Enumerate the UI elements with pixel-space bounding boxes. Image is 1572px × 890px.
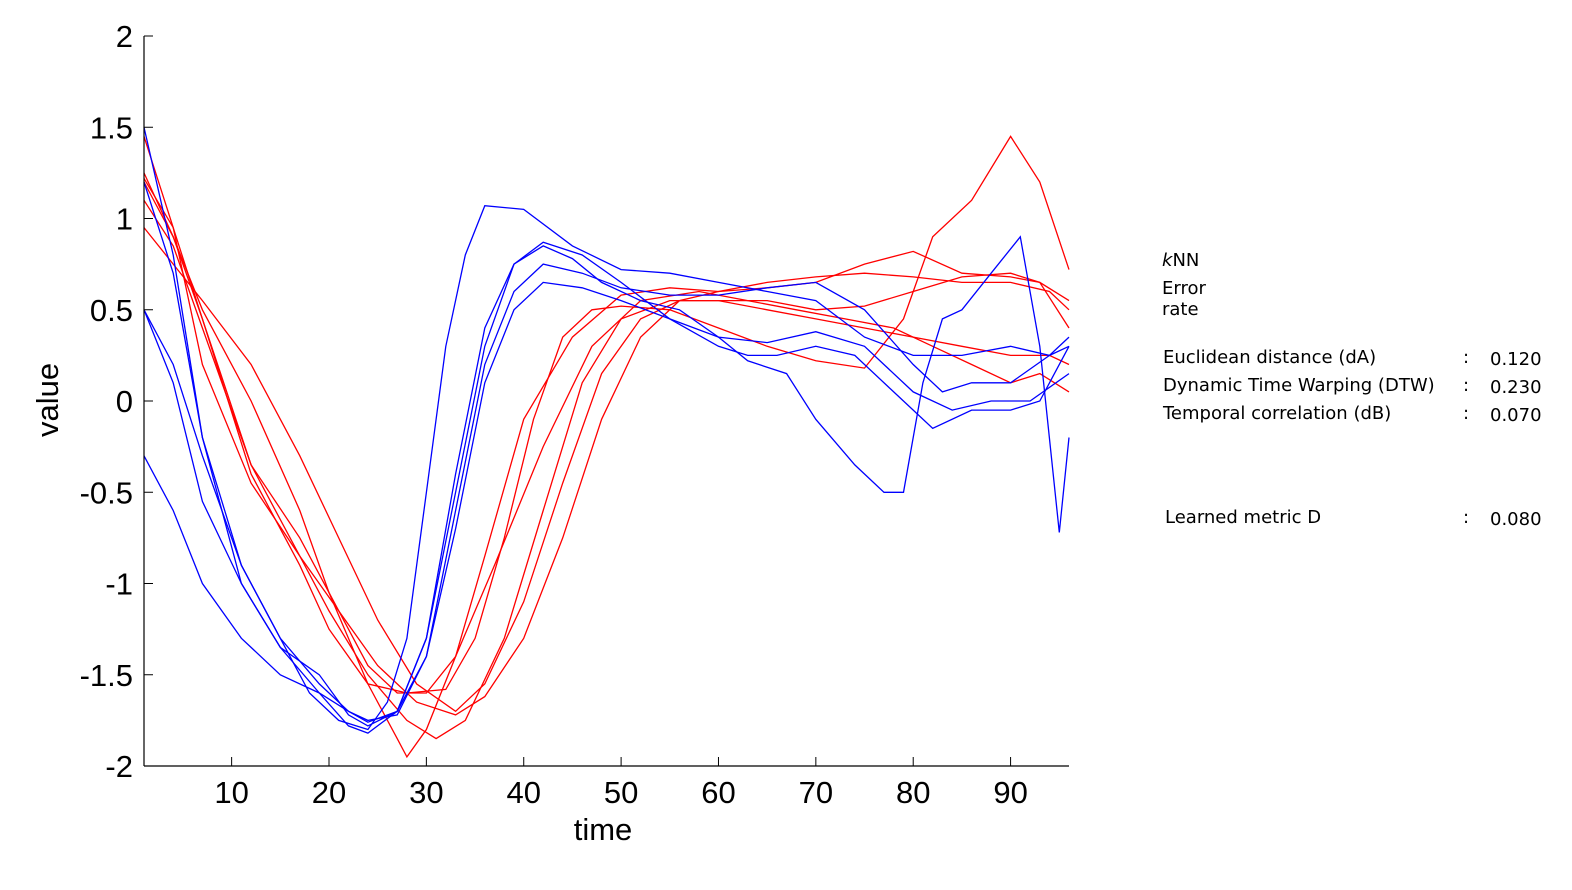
series-line-red-4 [143,135,1070,694]
metric-value: 0.120 [1490,349,1542,370]
x-tick-label: 40 [506,775,540,810]
y-tick-label: -1 [105,567,133,602]
knn-k: k [1162,250,1173,271]
x-tick-label: 10 [214,775,248,810]
y-tick-label: 1 [116,202,133,237]
metric-row-dtw: Dynamic Time Warping (DTW) : 0.230 [1163,375,1553,401]
metric-name: Dynamic Time Warping (DTW) [1163,375,1435,396]
series-layer [143,127,1070,759]
y-tick-label: -0.5 [80,475,133,510]
metric-colon: : [1463,347,1470,368]
metric-colon: : [1463,507,1470,528]
metric-row-learned: Learned metric D : 0.080 [1165,507,1555,533]
y-tick-label: 2 [116,19,133,54]
metric-row-euclidean: Euclidean distance (dA) : 0.120 [1163,347,1553,373]
series-line-blue-10 [143,241,1070,734]
knn-heading: kNN [1162,250,1199,271]
y-tick-label: 0.5 [90,293,133,328]
series-line-blue-6 [143,205,1070,731]
metric-value: 0.080 [1490,509,1542,530]
x-tick-label: 20 [312,775,346,810]
x-tick-label: 70 [799,775,833,810]
y-tick-label: 1.5 [90,110,133,145]
y-tick-label: -1.5 [80,658,133,693]
y-tick-label: -2 [105,749,133,784]
series-line-red-1 [143,199,1070,740]
metric-row-temporal: Temporal correlation (dB) : 0.070 [1163,403,1553,429]
knn-rest: NN [1172,250,1200,271]
series-line-blue-9 [143,281,1070,723]
y-tick-label: 0 [116,384,133,419]
line-chart: 10 20 30 40 50 60 70 80 9021.510.50-0.5-1-1.5-2 … [30,19,1070,847]
error-rate-heading: Error rate [1162,278,1206,320]
metric-value: 0.230 [1490,377,1542,398]
series-line-red-2 [143,136,1070,716]
series-line-blue-7 [143,127,1070,727]
series-line-red-3 [143,227,1070,713]
series-line-red-5 [143,178,1070,694]
metric-colon: : [1463,375,1470,396]
x-tick-label: 80 [896,775,930,810]
x-axis-title: time [574,812,633,847]
axes-layer: 10 20 30 40 50 60 70 80 90 2 1.5 1 0.5 0 -0.5 -1 -1.5 -2 [80,19,1069,810]
x-tick-label: 30 [409,775,443,810]
x-tick-label: 60 [701,775,735,810]
x-tick-label: 90 [993,775,1027,810]
y-axis-title: value [30,363,65,437]
metric-name: Euclidean distance (dA) [1163,347,1377,368]
metric-colon: : [1463,403,1470,424]
metric-name: Learned metric D [1165,507,1322,528]
series-line-red-0 [143,181,1070,759]
x-tick-label: 50 [604,775,638,810]
metric-value: 0.070 [1490,405,1542,426]
series-line-blue-8 [143,181,1070,722]
metric-name: Temporal correlation (dB) [1163,403,1392,424]
